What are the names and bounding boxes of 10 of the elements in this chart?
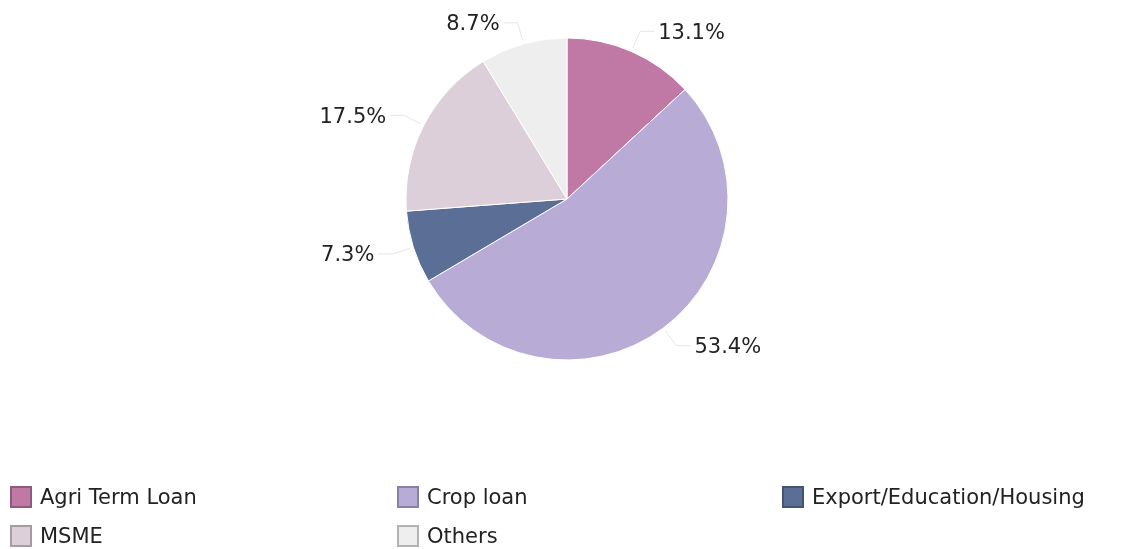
- data-label: 53.4%: [694, 334, 762, 359]
- data-label: 17.5%: [319, 103, 387, 128]
- legend-label: Export/Education/Housing: [812, 485, 1085, 510]
- data-label: 7.3%: [321, 242, 375, 267]
- legend-label: Crop loan: [427, 485, 528, 510]
- data-label: 13.1%: [658, 19, 725, 44]
- data-label: 8.7%: [446, 11, 500, 36]
- legend-label: Others: [427, 524, 498, 549]
- legend-label: Agri Term Loan: [40, 485, 197, 510]
- legend-label: MSME: [40, 524, 103, 549]
